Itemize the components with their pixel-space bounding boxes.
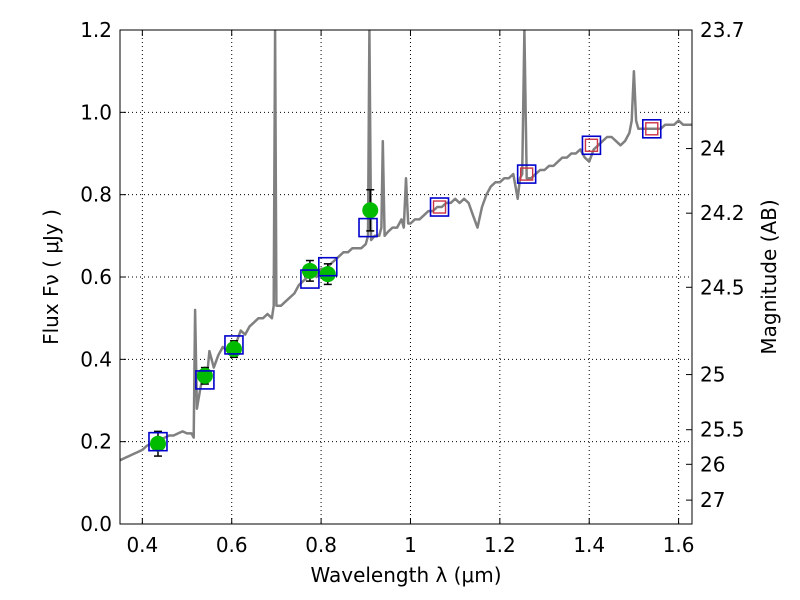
model-box-marker [358,217,378,238]
x-tick-label: 1.6 [663,533,695,557]
y2-tick-label: 26 [700,452,725,476]
x-tick-label: 1.4 [573,533,605,557]
y-tick-label: 0.0 [80,512,112,536]
ir-model-inner-marker [432,200,447,214]
observed-point [225,341,242,358]
model-box-marker [300,269,320,289]
x-axis-label: Wavelength λ (μm) [310,563,501,587]
y-tick-label: 0.8 [80,183,112,207]
y2-tick-label: 24.2 [700,201,745,225]
y2-axis-ticks: 23.7 24 24.2 24.5 25 25.5 26 27 [686,18,745,512]
model-box-marker [148,431,168,452]
x-tick-label: 0.8 [305,533,337,557]
y2-axis-label: Magnitude (AB) [757,199,781,354]
y2-tick-label: 25 [700,363,725,387]
observed-point [362,202,379,219]
model-box-marker [581,135,602,156]
y2-tick-label: 23.7 [700,18,745,42]
spectrum-line [120,30,692,462]
plot-frame [119,29,693,525]
y-axis-label: Flux Fν ( μJy ) [39,209,63,345]
x-tick-label: 0.6 [216,533,248,557]
y-tick-label: 0.4 [80,347,112,371]
observed-series [149,188,379,457]
model-box-marker [641,119,662,139]
y-axis-ticks: 0.0 0.2 0.4 0.6 0.8 1.0 1.2 [80,18,126,536]
model-box-marker [195,370,215,390]
y2-tick-label: 24.5 [700,275,745,299]
ir-model-inner-marker [645,122,659,136]
model-series [148,119,662,452]
model-box-marker [224,335,244,355]
x-tick-label: 1.2 [484,533,516,557]
y-tick-label: 1.2 [80,18,112,42]
y2-tick-label: 25.5 [700,418,745,442]
grid [120,29,692,525]
model-box-marker [317,256,338,277]
observed-point [319,266,336,283]
spectrum-series [120,30,692,462]
y-tick-label: 1.0 [80,100,112,124]
x-tick-label: 0.4 [126,533,158,557]
ir-model-inner-marker [519,167,534,181]
model-box-marker [516,164,537,184]
observed-point [149,435,166,452]
y2-tick-label: 27 [700,488,725,512]
observed-point [196,367,213,384]
x-tick-label: 1 [404,533,417,557]
model-box-marker [429,197,450,217]
y-tick-label: 0.6 [80,265,112,289]
x-axis-ticks: 0.4 0.6 0.8 1 1.2 1.4 1.6 [126,30,695,557]
y-tick-label: 0.2 [80,430,112,454]
ir-model-inner-marker [584,138,599,152]
y2-tick-label: 24 [700,137,725,161]
